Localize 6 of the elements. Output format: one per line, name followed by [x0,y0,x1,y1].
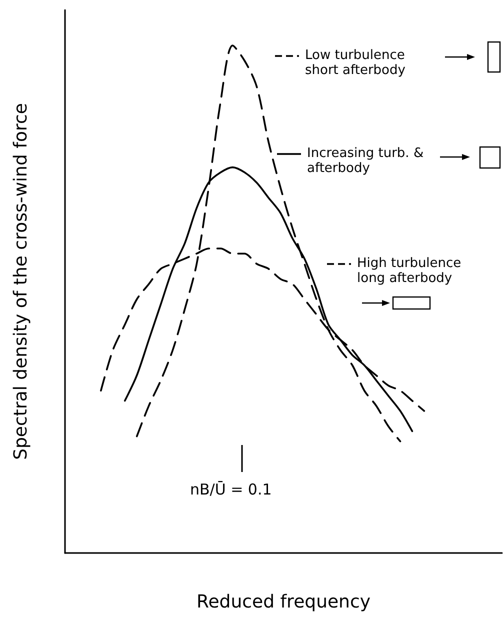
legend-label: High turbulence long afterbody [357,256,466,286]
x-axis-title: Reduced frequency [196,592,371,612]
legend-label: Low turbulence short afterbody [305,48,410,78]
annotation: nB/Ū = 0.1 [190,480,272,498]
legend-label: Increasing turb. & afterbody [307,146,428,176]
y-axis-title: Spectral density of the cross-wind force [10,103,32,460]
